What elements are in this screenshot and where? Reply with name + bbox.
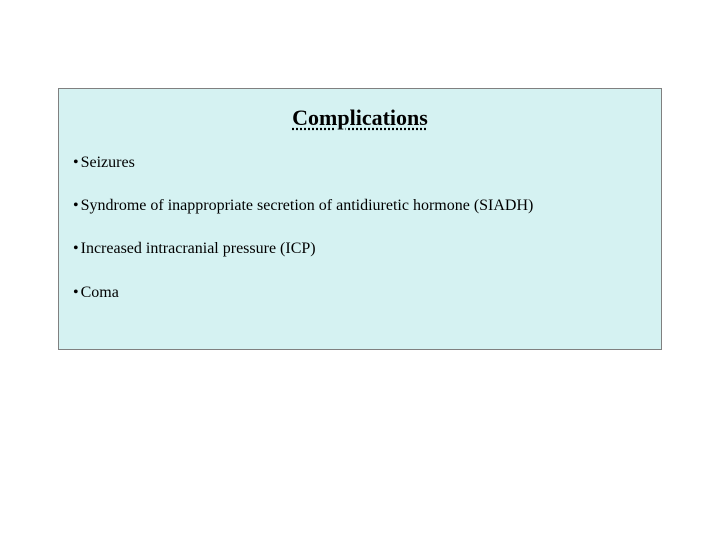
content-box: Complications Seizures Syndrome of inapp… (58, 88, 662, 350)
list-item: Increased intracranial pressure (ICP) (73, 239, 647, 258)
list-item: Coma (73, 283, 647, 302)
list-item: Syndrome of inappropriate secretion of a… (73, 196, 647, 215)
complications-list: Seizures Syndrome of inappropriate secre… (73, 153, 647, 302)
section-title: Complications (73, 105, 647, 131)
list-item: Seizures (73, 153, 647, 172)
